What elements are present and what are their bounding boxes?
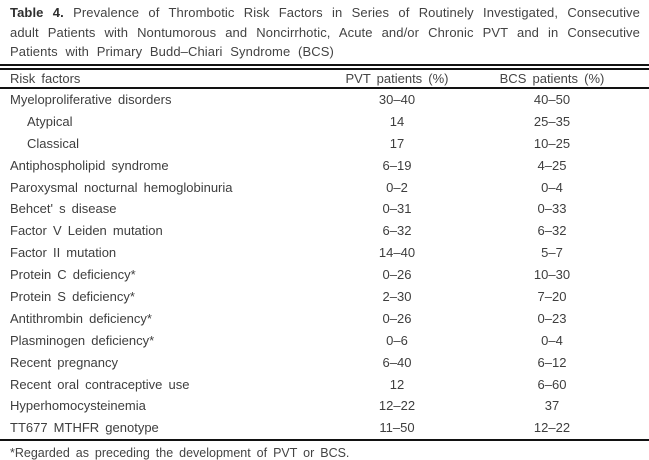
table-row: Hyperhomocysteinemia 12–22 37 <box>0 395 649 417</box>
risk-factor-label: Hyperhomocysteinemia <box>10 398 146 414</box>
bcs-value: 6–12 <box>537 354 567 370</box>
bcs-value: 40–50 <box>533 91 571 107</box>
bcs-value: 10–25 <box>533 135 571 151</box>
table-row: Protein C deficiency* 0–26 10–30 <box>0 264 649 286</box>
risk-factor-label: Factor V Leiden mutation <box>10 223 163 239</box>
pvt-value: 0–2 <box>386 179 408 195</box>
pvt-value: 12–22 <box>378 398 416 414</box>
table-row: Classical 17 10–25 <box>0 132 649 154</box>
bcs-value: 0–23 <box>537 310 567 326</box>
table-caption-number: Table 4. <box>10 5 64 20</box>
risk-factor-label: Atypical <box>27 113 73 129</box>
table-caption-text: Prevalence of Thrombotic Risk Factors in… <box>10 5 640 59</box>
pvt-value: 6–40 <box>382 354 412 370</box>
pvt-value: 30–40 <box>378 91 416 107</box>
table-row: Protein S deficiency* 2–30 7–20 <box>0 286 649 308</box>
bcs-value: 37 <box>544 398 560 414</box>
table-row: Paroxysmal nocturnal hemoglobinuria 0–2 … <box>0 176 649 198</box>
top-double-rule <box>0 63 649 70</box>
risk-factor-label: Classical <box>27 135 80 151</box>
table-body: Myeloproliferative disorders 30–40 40–50… <box>0 89 649 439</box>
table-row: Recent oral contraceptive use 12 6–60 <box>0 373 649 395</box>
bcs-value: 0–33 <box>537 201 567 217</box>
pvt-value: 0–6 <box>386 332 408 348</box>
risk-factor-label: Antiphospholipid syndrome <box>10 157 169 173</box>
pvt-value: 17 <box>389 135 405 151</box>
bottom-rule <box>0 438 649 441</box>
pvt-value: 0–26 <box>382 310 412 326</box>
table-caption: Table 4. Prevalence of Thrombotic Risk F… <box>0 0 649 62</box>
table-row: Recent pregnancy 6–40 6–12 <box>0 351 649 373</box>
risk-factor-label: Protein C deficiency* <box>10 267 136 283</box>
pvt-value: 6–32 <box>382 223 412 239</box>
pvt-value: 0–31 <box>382 201 412 217</box>
risk-factor-label: Paroxysmal nocturnal hemoglobinuria <box>10 179 233 195</box>
bcs-value: 5–7 <box>541 245 563 261</box>
table-row: Atypical 14 25–35 <box>0 110 649 132</box>
risk-factor-label: Protein S deficiency* <box>10 288 135 304</box>
table-row: Myeloproliferative disorders 30–40 40–50 <box>0 89 649 111</box>
column-header-bcs-patients: BCS patients (%) <box>499 70 605 86</box>
table-row: Antithrombin deficiency* 0–26 0–23 <box>0 307 649 329</box>
bcs-value: 0–4 <box>541 179 563 195</box>
bcs-value: 25–35 <box>533 113 571 129</box>
bcs-value: 10–30 <box>533 267 571 283</box>
bcs-value: 4–25 <box>537 157 567 173</box>
table-row: Behcet' s disease 0–31 0–33 <box>0 198 649 220</box>
table-row: Factor V Leiden mutation 6–32 6–32 <box>0 220 649 242</box>
pvt-value: 0–26 <box>382 267 412 283</box>
table-row: Plasminogen deficiency* 0–6 0–4 <box>0 329 649 351</box>
table-row: TT677 MTHFR genotype 11–50 12–22 <box>0 417 649 439</box>
risk-factor-label: TT677 MTHFR genotype <box>10 420 159 436</box>
column-header-risk-factors: Risk factors <box>10 70 81 86</box>
pvt-value: 12 <box>389 376 405 392</box>
risk-factor-label: Factor II mutation <box>10 245 117 261</box>
table-row: Antiphospholipid syndrome 6–19 4–25 <box>0 154 649 176</box>
column-header-pvt-patients: PVT patients (%) <box>345 70 449 86</box>
risk-factor-label: Recent oral contraceptive use <box>10 376 190 392</box>
table-header-row: Risk factors PVT patients (%) BCS patien… <box>0 70 649 87</box>
pvt-value: 14–40 <box>378 245 416 261</box>
bcs-value: 0–4 <box>541 332 563 348</box>
bcs-value: 6–60 <box>537 376 567 392</box>
risk-factor-label: Antithrombin deficiency* <box>10 310 152 326</box>
risk-factor-label: Behcet' s disease <box>10 201 117 217</box>
header-rule <box>0 86 649 89</box>
risk-factor-label: Recent pregnancy <box>10 354 119 370</box>
bcs-value: 6–32 <box>537 223 567 239</box>
pvt-value: 6–19 <box>382 157 412 173</box>
pvt-value: 14 <box>389 113 405 129</box>
risk-factor-label: Plasminogen deficiency* <box>10 332 155 348</box>
table-row: Factor II mutation 14–40 5–7 <box>0 242 649 264</box>
bcs-value: 12–22 <box>533 420 571 436</box>
risk-factor-label: Myeloproliferative disorders <box>10 91 172 107</box>
bcs-value: 7–20 <box>537 288 567 304</box>
pvt-value: 2–30 <box>382 288 412 304</box>
pvt-value: 11–50 <box>379 420 415 436</box>
table-footnote: *Regarded as preceding the development o… <box>10 445 350 460</box>
